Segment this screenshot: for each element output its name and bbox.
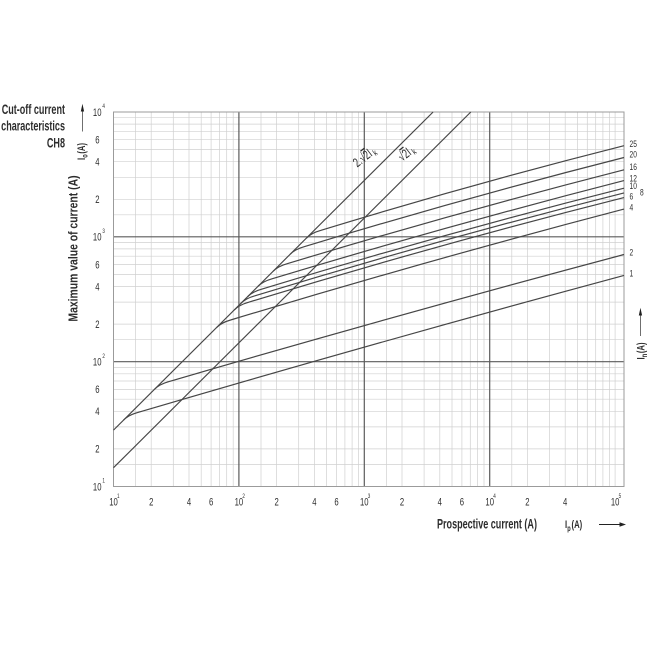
svg-text:4: 4 <box>102 104 105 111</box>
svg-text:10: 10 <box>93 356 102 369</box>
svg-text:2: 2 <box>275 496 279 509</box>
svg-text:4: 4 <box>95 406 99 419</box>
svg-text:Cut-off current: Cut-off current <box>2 103 65 117</box>
svg-text:4: 4 <box>563 496 567 509</box>
svg-text:6: 6 <box>95 134 99 147</box>
svg-text:Prospective current (A): Prospective current (A) <box>437 518 537 532</box>
svg-text:10: 10 <box>630 181 638 191</box>
svg-text:characteristics: characteristics <box>1 120 65 134</box>
svg-text:Io(A): Io(A) <box>76 143 90 160</box>
svg-text:3: 3 <box>368 493 371 500</box>
svg-text:10: 10 <box>360 496 369 509</box>
svg-text:3: 3 <box>102 228 105 235</box>
svg-text:In(A): In(A) <box>635 342 649 359</box>
svg-text:10: 10 <box>109 496 118 509</box>
svg-text:4: 4 <box>187 496 191 509</box>
svg-text:10: 10 <box>235 496 244 509</box>
svg-text:10: 10 <box>485 496 494 509</box>
svg-text:6: 6 <box>95 384 99 397</box>
svg-text:2: 2 <box>95 319 99 332</box>
svg-text:2: 2 <box>242 493 245 500</box>
svg-text:2: 2 <box>102 353 105 360</box>
svg-text:4: 4 <box>312 496 316 509</box>
svg-text:2: 2 <box>630 247 634 257</box>
svg-text:10: 10 <box>93 481 102 494</box>
svg-text:12: 12 <box>630 173 638 183</box>
svg-text:1: 1 <box>630 268 634 278</box>
svg-text:20: 20 <box>630 150 638 160</box>
svg-text:6: 6 <box>209 496 213 509</box>
svg-text:2: 2 <box>149 496 153 509</box>
svg-text:4: 4 <box>95 281 99 294</box>
svg-text:5: 5 <box>619 493 622 500</box>
svg-text:6: 6 <box>95 259 99 272</box>
svg-text:6: 6 <box>630 191 634 201</box>
svg-text:4: 4 <box>493 493 496 500</box>
svg-text:8: 8 <box>640 187 644 197</box>
svg-text:2: 2 <box>95 194 99 207</box>
svg-text:CH8: CH8 <box>47 137 66 151</box>
svg-text:1: 1 <box>117 493 120 500</box>
svg-text:16: 16 <box>630 162 638 172</box>
svg-text:1: 1 <box>102 478 105 485</box>
svg-text:10: 10 <box>93 231 102 244</box>
svg-text:4: 4 <box>438 496 442 509</box>
svg-text:Maximum value of current (A): Maximum value of current (A) <box>66 175 80 321</box>
svg-text:10: 10 <box>93 107 102 120</box>
svg-text:25: 25 <box>630 139 638 149</box>
svg-text:4: 4 <box>630 202 634 212</box>
svg-text:2: 2 <box>400 496 404 509</box>
svg-text:Ip(A): Ip(A) <box>565 519 582 534</box>
svg-text:2: 2 <box>525 496 529 509</box>
svg-text:6: 6 <box>460 496 464 509</box>
svg-text:10: 10 <box>611 496 620 509</box>
svg-text:4: 4 <box>95 156 99 169</box>
svg-text:6: 6 <box>334 496 338 509</box>
svg-text:2: 2 <box>95 443 99 456</box>
